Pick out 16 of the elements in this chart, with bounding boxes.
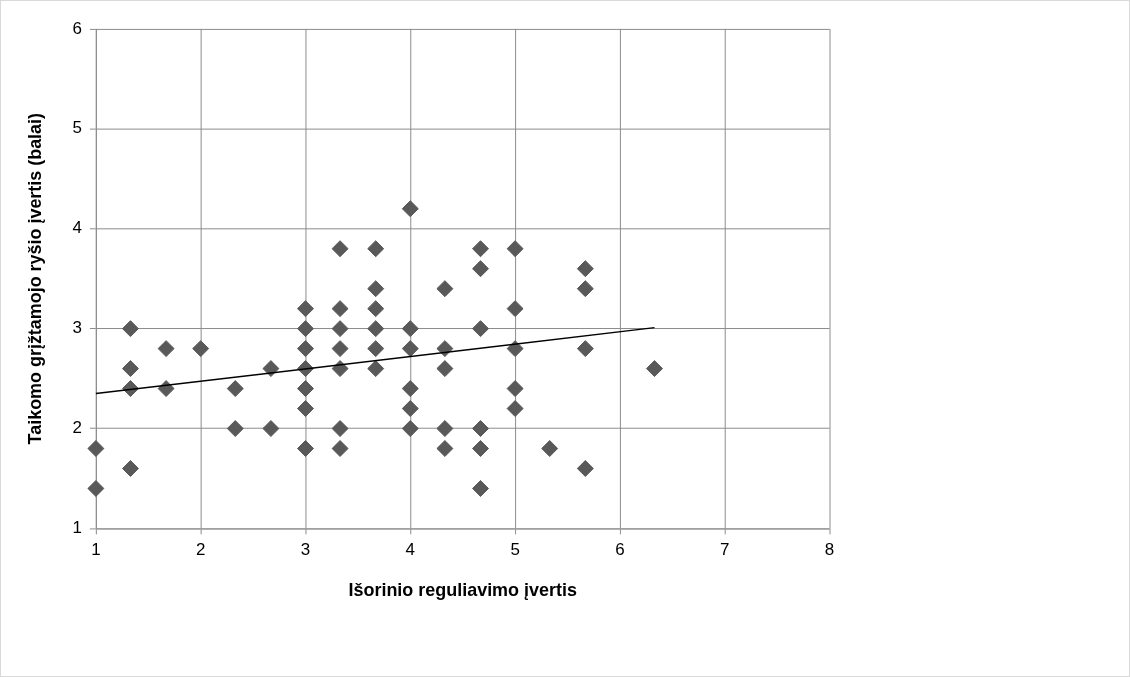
- y-tick-label: 2: [72, 418, 82, 438]
- y-tick-label: 3: [72, 318, 82, 338]
- y-tick-label: 4: [72, 218, 82, 238]
- x-axis-title: Išorinio reguliavimo įvertis: [348, 580, 577, 601]
- y-tick-label: 1: [72, 518, 82, 538]
- x-tick-label: 3: [300, 540, 311, 560]
- y-tick-label: 5: [72, 118, 82, 138]
- y-axis-title: Taikomo grįžtamojo ryšio įvertis (balai): [24, 112, 45, 445]
- x-tick-label: 4: [405, 540, 416, 560]
- x-tick-label: 1: [91, 540, 101, 560]
- x-tick-label: 7: [720, 540, 730, 560]
- y-tick-label: 6: [72, 18, 82, 38]
- x-tick-label: 2: [195, 540, 206, 560]
- x-tick-label: 6: [615, 540, 625, 560]
- x-tick-label: 8: [824, 540, 835, 560]
- x-tick-label: 5: [510, 540, 520, 560]
